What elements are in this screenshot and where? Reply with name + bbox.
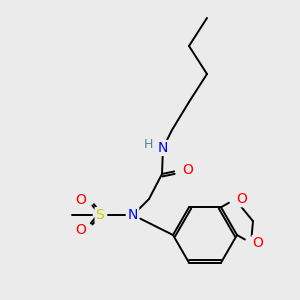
Text: N: N: [128, 208, 138, 222]
Text: O: O: [76, 223, 86, 237]
Text: O: O: [76, 193, 86, 207]
Text: H: H: [143, 137, 153, 151]
Text: N: N: [158, 141, 168, 155]
Text: S: S: [96, 208, 104, 222]
Text: O: O: [253, 236, 263, 250]
Text: O: O: [237, 192, 248, 206]
Text: O: O: [183, 163, 194, 177]
